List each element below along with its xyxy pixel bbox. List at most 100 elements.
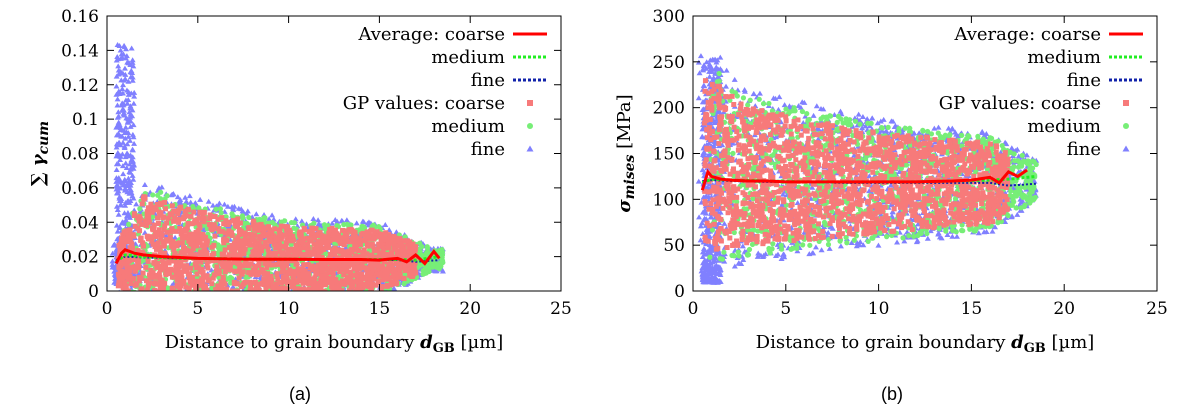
chart-a-gp-coarse-point	[158, 236, 164, 242]
chart-a-gp-medium-point	[138, 317, 143, 322]
chart-a-gp-fine-point	[338, 296, 344, 301]
chart-a-gp-coarse-point	[174, 276, 180, 282]
chart-a-gp-coarse-point	[283, 226, 289, 232]
chart-a-gp-coarse-point	[219, 215, 225, 221]
chart-a-gp-coarse-point	[192, 291, 197, 296]
chart-a-gp-coarse-point	[314, 248, 320, 254]
chart-a-gp-coarse-point	[203, 253, 209, 259]
chart-a-gp-coarse-point	[300, 279, 306, 285]
chart-a-gp-coarse-point	[193, 229, 199, 235]
chart-a-gp-medium-point	[291, 225, 297, 231]
chart-a-gp-coarse-point	[397, 253, 403, 259]
chart-a-gp-coarse-point	[272, 262, 278, 268]
chart-a-gp-coarse-point	[277, 249, 283, 255]
chart-a-gp-fine-point	[170, 293, 176, 298]
chart-a-gp-coarse-point	[168, 266, 174, 272]
chart-a-gp-fine-point	[125, 182, 132, 188]
chart-a-legend-label: Average: coarse	[357, 24, 505, 45]
chart-a-gp-coarse-point	[139, 286, 145, 291]
chart-a-gp-medium-point	[244, 300, 249, 305]
chart-a-gp-coarse-point	[123, 287, 129, 291]
chart-a-gp-coarse-point	[145, 258, 151, 264]
chart-a-gp-coarse-point	[169, 296, 174, 301]
chart-a-gp-coarse-point	[167, 211, 173, 217]
chart-a-gp-fine-point	[118, 197, 125, 203]
chart-a-gp-medium-point	[204, 303, 209, 308]
chart-panel-b: 0 5 10 15 20 25 0 50 100 150 200 250 300 Distance to …	[588, 0, 1177, 416]
chart-a-gp-coarse-point	[257, 281, 263, 287]
chart-a-gp-coarse-point	[146, 272, 152, 278]
chart-a-gp-medium-point	[230, 297, 235, 302]
chart-a-gp-coarse-point	[255, 227, 261, 233]
chart-a-gp-coarse-point	[173, 265, 179, 271]
chart-a-gp-coarse-point	[318, 286, 324, 291]
chart-a-gp-coarse-point	[127, 245, 133, 251]
chart-a-gp-medium-point	[338, 293, 343, 298]
chart-a-gp-coarse-point	[296, 239, 302, 245]
chart-a-gp-coarse-point	[172, 253, 178, 259]
chart-a-gp-coarse-point	[285, 233, 291, 239]
chart-a-gp-medium-point	[185, 294, 190, 299]
chart-a-gp-coarse-point	[178, 301, 183, 306]
chart-a-gp-coarse-point	[242, 236, 248, 242]
chart-a-gp-coarse-point	[253, 243, 259, 249]
chart-a-gp-coarse-point	[162, 223, 168, 229]
chart-a-gp-coarse-point	[220, 264, 226, 270]
chart-a-gp-coarse-point	[190, 246, 196, 252]
chart-a-gp-coarse-point	[231, 259, 237, 265]
chart-a-gp-coarse-point	[230, 253, 236, 259]
chart-a-gp-fine-point	[120, 110, 127, 116]
chart-a-gp-coarse-point	[283, 244, 289, 250]
chart-a-gp-coarse-point	[165, 301, 170, 306]
chart-a-gp-fine-point	[315, 220, 322, 226]
chart-a-gp-fine-point	[167, 319, 173, 324]
chart-a-gp-coarse-point	[363, 265, 369, 271]
chart-a-gp-fine-point	[125, 292, 131, 297]
chart-a-gp-coarse-point	[237, 220, 243, 226]
chart-a-gp-coarse-point	[212, 233, 218, 239]
chart-a-gp-coarse-point	[148, 304, 153, 309]
chart-a-gp-medium-point	[325, 223, 331, 229]
chart-a-gp-coarse-point	[135, 225, 141, 231]
chart-a-gp-fine-point	[327, 296, 333, 301]
chart-a-gp-coarse-point	[222, 247, 228, 253]
chart-a-gp-fine-point	[232, 306, 238, 311]
chart-a-gp-fine-point	[231, 203, 238, 209]
chart-a-gp-coarse-point	[195, 292, 200, 297]
chart-a-gp-fine-point	[155, 310, 161, 315]
chart-a-gp-coarse-point	[135, 254, 141, 260]
chart-a-gp-fine-point	[124, 141, 131, 147]
chart-a-gp-coarse-point	[234, 281, 240, 287]
chart-a-gp-coarse-point	[220, 274, 226, 280]
chart-a-gp-coarse-point	[219, 280, 225, 286]
chart-a-gp-fine-point	[256, 292, 262, 297]
chart-a-gp-medium-point	[146, 322, 151, 327]
chart-a-gp-fine-point	[180, 298, 186, 303]
chart-a-gp-fine-point	[141, 181, 148, 187]
chart-a-gp-coarse-point	[167, 296, 172, 301]
chart-a-gp-fine-point	[130, 122, 137, 128]
chart-a-gp-fine-point	[125, 78, 132, 84]
chart-a-gp-coarse-point	[295, 286, 301, 291]
chart-a-gp-fine-point	[151, 321, 157, 326]
chart-a-gp-coarse-point	[375, 280, 381, 286]
chart-a-gp-coarse-point	[311, 246, 317, 252]
chart-a-gp-coarse-point	[306, 281, 312, 287]
chart-a-gp-fine-point	[173, 315, 179, 320]
chart-b-gp-fine-point	[837, 108, 844, 114]
chart-a-gp-coarse-point	[272, 226, 278, 232]
chart-a-gp-coarse-point	[171, 215, 177, 221]
chart-a-gp-medium-point	[172, 311, 177, 316]
chart-a-gp-coarse-point	[234, 245, 240, 251]
chart-a-gp-medium-point	[132, 299, 137, 304]
chart-a-gp-coarse-point	[138, 236, 144, 242]
chart-a-gp-fine-point	[109, 261, 116, 267]
chart-a-gp-fine-point	[129, 113, 136, 119]
chart-a-gp-coarse-point	[156, 305, 161, 310]
chart-a-gp-coarse-point	[154, 246, 160, 252]
chart-a-gp-coarse-point	[358, 277, 364, 283]
chart-a-gp-medium-point	[212, 302, 217, 307]
chart-a-gp-coarse-point	[375, 272, 381, 278]
chart-a-gp-coarse-point	[263, 285, 269, 291]
chart-a-gp-coarse-point	[241, 248, 247, 254]
